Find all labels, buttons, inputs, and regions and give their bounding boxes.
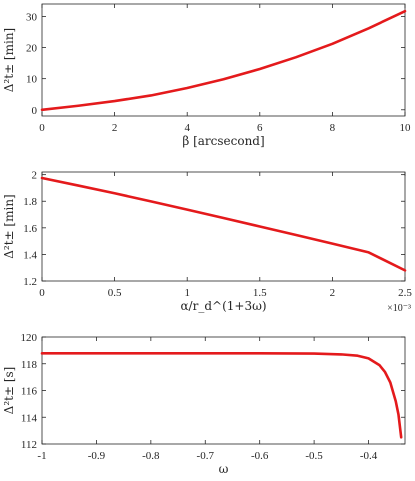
- y-tick-label: 0: [32, 105, 38, 117]
- x-tick-label: 2: [112, 122, 118, 134]
- x-tick-label: -0.5: [305, 450, 323, 462]
- x-tick-label: -1: [37, 450, 46, 462]
- y-axis-label: Δ²t± [min]: [2, 28, 16, 92]
- y-tick-label: 1.4: [23, 249, 37, 261]
- y-tick-label: 30: [26, 11, 38, 23]
- x-tick-label: -0.4: [360, 450, 378, 462]
- panel-alpha: 0 0.5 1 1.5 2 2.5 1.2 1.4 1.6 1.8 2 α/r_d^(1+3ω) Δ²t…: [2, 170, 412, 314]
- x-axis-label: ω: [219, 462, 229, 476]
- y-tick-label: 1.8: [23, 196, 37, 208]
- series-line: [40, 9, 407, 112]
- x-tick-label: 2.5: [398, 287, 412, 299]
- x-tick-label: 0: [39, 287, 45, 299]
- y-tick-label: 20: [26, 43, 38, 55]
- x-tick-label: -0.8: [142, 450, 160, 462]
- y-tick-label: 1.6: [23, 223, 37, 235]
- x-tick-label: -0.6: [251, 450, 269, 462]
- y-tick-label: 114: [21, 412, 38, 424]
- x-tick-label: 2: [330, 287, 336, 299]
- y-tick-label: 10: [26, 74, 38, 86]
- y-tick-label: 120: [21, 332, 38, 344]
- axes-frame: [41, 3, 406, 117]
- y-tick-label: 1.2: [23, 276, 37, 288]
- x-tick-label: 8: [330, 122, 336, 134]
- x-tick-label: 0: [39, 122, 45, 134]
- x-tick-label: -0.9: [88, 450, 106, 462]
- y-axis-label: Δ²t± [min]: [2, 194, 16, 258]
- y-tick-label: 118: [21, 359, 38, 371]
- y-tick-label: 116: [21, 386, 38, 398]
- y-axis-label: Δ²t± [s]: [2, 367, 16, 415]
- panel-beta: 0 2 4 6 8 10 0 10 20 30 β [arcsecond] Δ²t± [min]: [2, 3, 412, 148]
- y-tick-label: 112: [21, 439, 37, 451]
- x-axis-label: α/r_d^(1+3ω): [180, 299, 266, 313]
- series-line: [40, 176, 407, 272]
- series-line: [40, 352, 403, 439]
- x-tick-label: -0.7: [197, 450, 215, 462]
- x-axis-label: β [arcsecond]: [182, 134, 264, 148]
- y-tick-label: 2: [32, 170, 38, 182]
- x-tick-label: 1.5: [253, 287, 267, 299]
- axes-frame: [41, 171, 406, 282]
- x-tick-label: 0.5: [108, 287, 122, 299]
- x-exponent-label: ×10⁻³: [387, 303, 411, 314]
- x-tick-label: 6: [257, 122, 263, 134]
- x-tick-label: 10: [400, 122, 412, 134]
- x-tick-label: 1: [184, 287, 190, 299]
- x-tick-label: 4: [184, 122, 190, 134]
- panel-omega: -1 -0.9 -0.8 -0.7 -0.6 -0.5 -0.4 112 114 116 118 12…: [2, 332, 406, 476]
